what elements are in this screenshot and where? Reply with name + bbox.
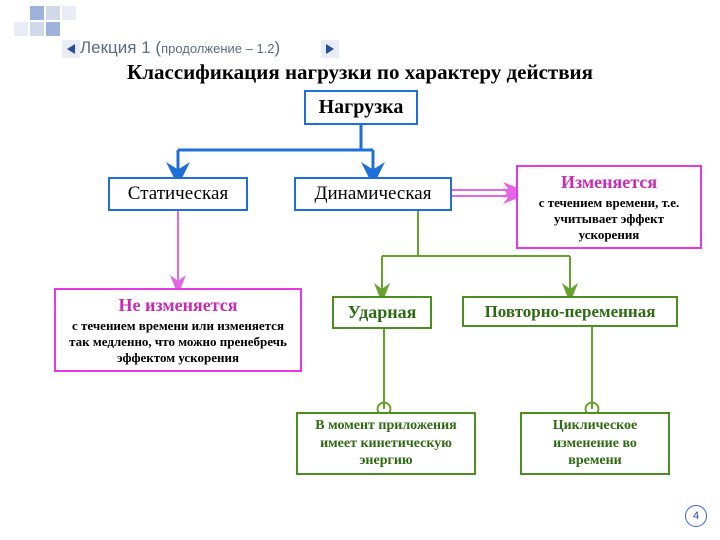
node-impact_d: В момент приложения имеет кинетическую э… xyxy=(296,412,476,475)
node-impact: Ударная xyxy=(332,296,432,329)
node-root: Нагрузка xyxy=(304,90,418,125)
node-static: Статическая xyxy=(108,177,248,211)
node-nochange-title: Не изменяется xyxy=(62,294,294,317)
page-number: 4 xyxy=(693,510,699,522)
node-dynamic: Динамическая xyxy=(294,177,452,211)
node-cyclic: Повторно-переменная xyxy=(462,296,678,327)
lecture-sub: продолжение – 1.2 xyxy=(161,41,274,56)
next-slide-button[interactable] xyxy=(321,40,339,58)
prev-slide-button[interactable] xyxy=(62,40,80,58)
node-change-title: Изменяется xyxy=(524,171,694,194)
node-change-sub: с течением времени, т.е. учитывает эффек… xyxy=(524,195,694,244)
breadcrumb: Лекция 1 (продолжение – 1.2) xyxy=(80,38,280,58)
node-nochange: Не изменяетсяс течением времени или изме… xyxy=(54,288,302,372)
slide-decor-bottom xyxy=(14,22,62,36)
lecture-close: ) xyxy=(275,38,281,57)
node-nochange-sub: с течением времени или изме­няется так м… xyxy=(62,318,294,367)
node-cyclic_d: Циклическое изменение во времени xyxy=(520,412,670,475)
node-change: Изменяетсяс течением времени, т.е. учиты… xyxy=(516,165,702,249)
lecture-label: Лекция 1 ( xyxy=(80,38,161,57)
page-number-badge: 4 xyxy=(685,505,707,527)
page-title: Классификация нагрузки по характеру дейс… xyxy=(0,60,720,85)
slide-decor-top xyxy=(30,6,78,20)
